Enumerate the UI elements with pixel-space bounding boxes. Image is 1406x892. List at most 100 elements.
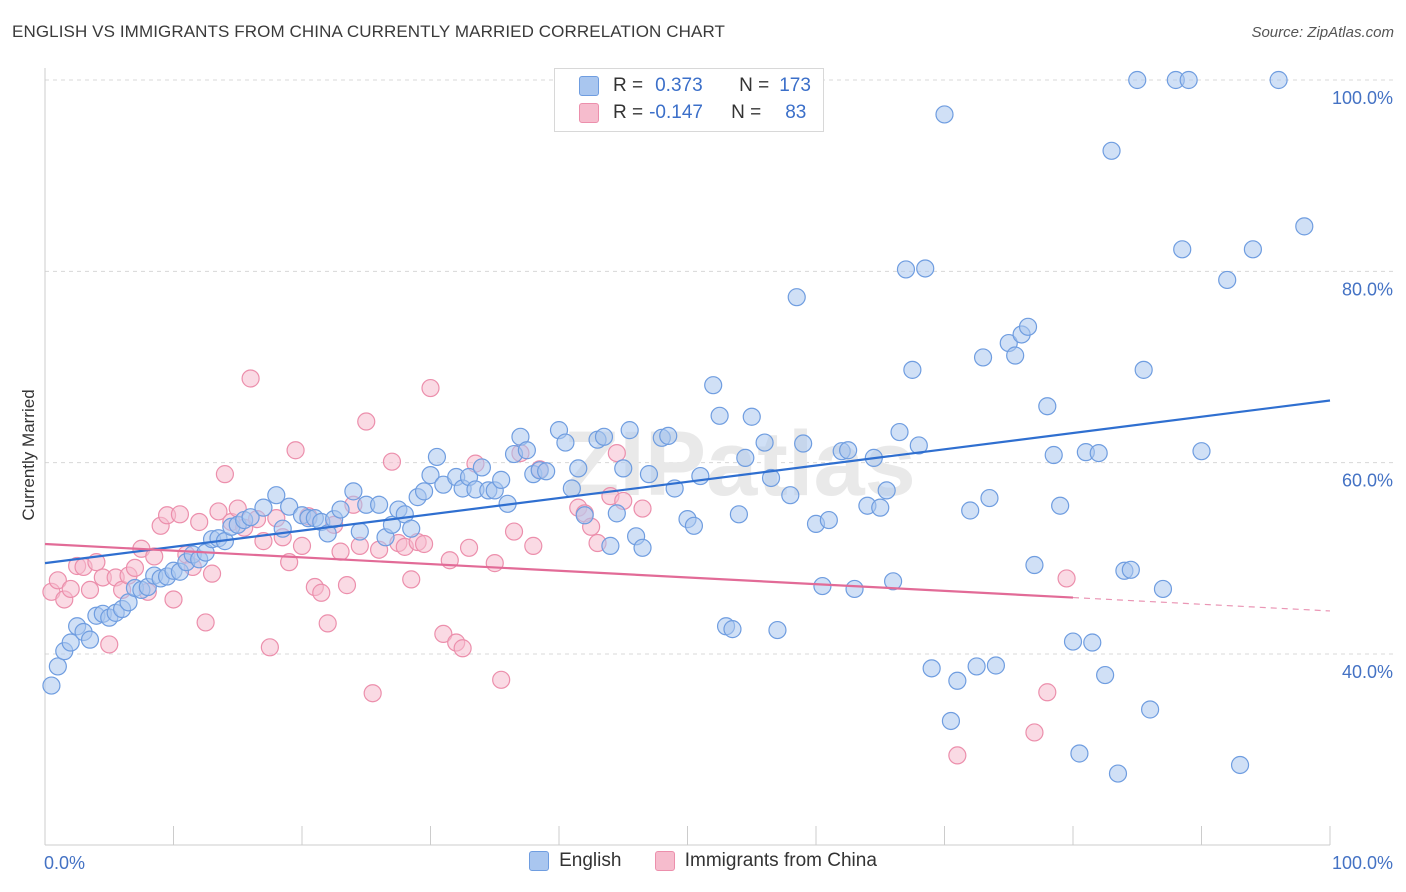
english-point [1218, 270, 1237, 290]
china-n-label: N = [731, 102, 762, 123]
english-point [986, 656, 1006, 675]
china-trend-line-extension [1072, 596, 1331, 612]
china-point [145, 547, 164, 566]
english-trend-line [44, 399, 1331, 565]
english-point [1128, 70, 1147, 90]
china-point [434, 624, 453, 644]
english-point [1063, 632, 1083, 651]
english-point [941, 711, 961, 731]
stats-row-china: R = -0.147 N = 83 [579, 102, 806, 124]
china-point [414, 534, 434, 554]
english-point [948, 671, 967, 690]
china-point [61, 579, 80, 599]
english-point [1044, 445, 1063, 465]
english-point [781, 486, 800, 505]
english-point [594, 427, 614, 446]
english-point [813, 576, 832, 596]
english-point [761, 468, 781, 488]
english-point [267, 486, 286, 505]
y-tick-label: 100.0% [1332, 88, 1393, 108]
english-point [729, 505, 749, 524]
english-swatch [579, 76, 599, 96]
china-point [485, 554, 504, 573]
china-point [492, 670, 511, 689]
english-point [922, 659, 941, 678]
english-n-label: N = [739, 75, 770, 96]
english-point [575, 506, 594, 525]
english-point [1083, 633, 1102, 652]
english-point [1140, 700, 1160, 719]
china-point [260, 638, 279, 657]
china-point [202, 564, 222, 583]
english-point [607, 504, 626, 523]
english-point [633, 538, 652, 557]
english-n-value: 173 [779, 75, 811, 96]
china-point [357, 412, 376, 431]
english-point [1006, 346, 1025, 365]
china-point [286, 441, 305, 460]
english-point [241, 508, 260, 527]
china-point [196, 613, 215, 632]
china-point [170, 505, 190, 524]
english-r-label: R = [613, 75, 644, 96]
english-point [80, 630, 100, 649]
english-point [890, 422, 909, 442]
china-point [607, 444, 626, 463]
english-point [845, 579, 864, 599]
legend-english-swatch [529, 851, 550, 871]
english-point [1269, 70, 1288, 90]
legend-item-china[interactable]: Immigrants from China [654, 850, 877, 872]
axes [44, 68, 1331, 846]
english-point [1243, 240, 1263, 259]
english-point [601, 536, 620, 555]
grid-lines [45, 79, 1395, 655]
china-point [331, 542, 350, 561]
china-point [190, 512, 209, 532]
english-point [742, 407, 761, 426]
english-point [614, 459, 633, 478]
english-point [569, 459, 588, 478]
english-point [344, 482, 363, 501]
english-point [61, 633, 80, 652]
china-point [241, 369, 260, 388]
china-point [421, 378, 440, 398]
stats-row-english: R = 0.373 N = 173 [579, 75, 811, 97]
english-point [472, 458, 491, 477]
english-point [684, 516, 704, 535]
china-r-label: R = [613, 102, 644, 123]
english-point [839, 441, 858, 460]
source-label: Source: ZipAtlas.com [1251, 24, 1394, 41]
english-point [704, 376, 723, 395]
english-point [42, 676, 61, 695]
english-point [1038, 397, 1057, 416]
china-n-value: 83 [785, 102, 807, 123]
stats-box: R = 0.373 N = 173 R = -0.147 N = 83 [554, 68, 824, 132]
legend: English Immigrants from China [0, 850, 1406, 877]
english-point [973, 348, 993, 367]
china-point [215, 465, 234, 484]
english-point [639, 465, 659, 484]
english-point [517, 441, 536, 460]
english-point [723, 620, 742, 639]
english-point [883, 572, 903, 591]
english-point [967, 657, 986, 676]
china-point [48, 571, 67, 590]
legend-english-label: English [559, 850, 622, 871]
english-point [710, 406, 729, 425]
english-point [961, 501, 980, 520]
english-point [556, 433, 575, 452]
china-point [459, 538, 479, 557]
english-point [659, 426, 678, 445]
legend-item-english[interactable]: English [529, 850, 621, 872]
y-tick-label: 80.0% [1342, 279, 1393, 299]
english-point [1121, 560, 1140, 579]
english-point [1018, 317, 1038, 336]
english-point [935, 105, 954, 124]
china-point [948, 746, 967, 765]
english-point [903, 360, 922, 379]
english-point [1295, 217, 1314, 236]
english-point [331, 500, 350, 519]
english-point [794, 434, 813, 453]
english-point [877, 481, 896, 500]
english-point [896, 260, 916, 279]
